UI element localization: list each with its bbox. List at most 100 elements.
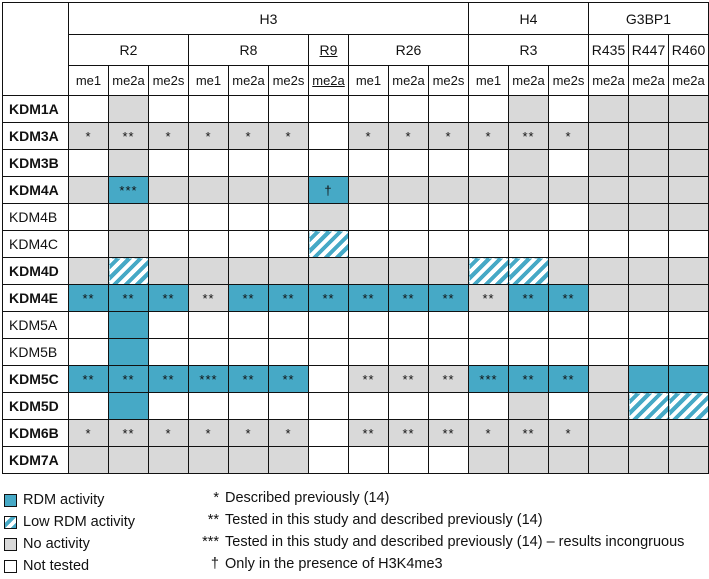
cell-not-tested [348,230,389,258]
cell-no-activity: * [148,122,189,150]
annotation-mark: ** [522,425,535,441]
cell-not-tested [468,149,509,177]
enzyme-label: KDM5A [2,311,69,339]
enzyme-label: KDM5C [2,365,69,393]
cell-no-activity [628,284,669,312]
cell-not-tested [548,392,589,420]
cell-not-tested [428,230,469,258]
cell-not-tested [628,311,669,339]
cell-no-activity: * [428,122,469,150]
cell-rdm-activity: ** [548,284,589,312]
cell-not-tested [468,311,509,339]
cell-no-activity [668,149,709,177]
annotation-mark: ** [82,290,95,306]
cell-not-tested [428,446,469,474]
cell-not-tested [308,311,349,339]
legend-label: Not tested [23,558,90,574]
cell-not-tested [188,230,229,258]
annotation-mark: * [85,128,92,144]
annotation-mark: * [565,128,572,144]
cell-rdm-activity: ** [548,365,589,393]
site-header: R26 [348,34,469,66]
cell-not-tested [268,95,309,123]
cell-rdm-activity: ** [428,284,469,312]
cell-no-activity [628,176,669,204]
methylation-header: me2a [228,65,269,96]
cell-not-tested [508,230,549,258]
cell-not-tested [428,392,469,420]
cell-no-activity [668,419,709,447]
methylation-header: me2a [108,65,149,96]
cell-not-tested [348,392,389,420]
cell-no-activity [428,257,469,285]
cell-no-activity [148,176,189,204]
cell-not-tested [548,149,589,177]
cell-not-tested [228,392,269,420]
cell-not-tested [68,338,109,366]
annotation-mark: ** [402,425,415,441]
legend-note: * Described previously (14) [149,490,389,506]
cell-not-tested [268,149,309,177]
cell-no-activity: ** [388,365,429,393]
cell-not-tested [228,95,269,123]
table-row: KDM6B * ** * * * * ** ** ** * ** * [2,419,709,447]
cell-not-tested [548,95,589,123]
cell-not-tested [268,230,309,258]
methylation-header: me1 [468,65,509,96]
cell-no-activity [188,257,229,285]
site-header: R2 [68,34,189,66]
cell-no-activity [268,446,309,474]
cell-rdm-activity: ** [148,284,189,312]
cell-no-activity [388,257,429,285]
cell-not-tested [348,95,389,123]
cell-not-tested [468,230,509,258]
cell-not-tested [228,149,269,177]
cell-no-activity [668,257,709,285]
legend-swatch-no-activity [4,537,17,551]
cell-not-tested [228,311,269,339]
cell-no-activity [588,203,629,231]
enzyme-label: KDM4B [2,203,69,231]
enzyme-label: KDM4E [2,284,69,312]
table-row: KDM5D [2,392,709,420]
cell-not-tested [388,203,429,231]
annotation-mark: ** [202,290,215,306]
cell-rdm-activity: ** [348,284,389,312]
cell-no-activity [68,176,109,204]
cell-not-tested [548,311,589,339]
methylation-header: me2s [148,65,189,96]
table-row: KDM4B [2,203,709,231]
methylation-header: me2a [508,65,549,96]
cell-no-activity [508,392,549,420]
cell-not-tested [388,446,429,474]
cell-not-tested [468,95,509,123]
annotation-mark: ** [282,371,295,387]
table-row: KDM5B [2,338,709,366]
note-symbol: *** [202,534,219,550]
annotation-mark: ** [162,290,175,306]
cell-no-activity [628,149,669,177]
cell-not-tested [68,149,109,177]
cell-no-activity [668,122,709,150]
cell-rdm-activity [108,392,149,420]
cell-not-tested [228,338,269,366]
cell-no-activity: * [68,419,109,447]
cell-not-tested [68,392,109,420]
legend-item: RDM activity [4,490,104,510]
table-row: KDM3A * ** * * * * * * * * ** * [2,122,709,150]
cell-no-activity: * [548,419,589,447]
table-row: KDM5A [2,311,709,339]
cell-not-tested [188,149,229,177]
cell-rdm-activity [108,338,149,366]
annotation-mark: *** [199,371,218,387]
cell-not-tested [588,311,629,339]
cell-no-activity: ** [108,122,149,150]
annotation-mark: * [245,425,252,441]
annotation-mark: ** [442,371,455,387]
cell-no-activity: * [188,122,229,150]
cell-low-rdm-activity [108,257,149,285]
annotation-mark: ** [442,425,455,441]
cell-no-activity [148,257,189,285]
cell-not-tested [148,95,189,123]
cell-not-tested [308,95,349,123]
